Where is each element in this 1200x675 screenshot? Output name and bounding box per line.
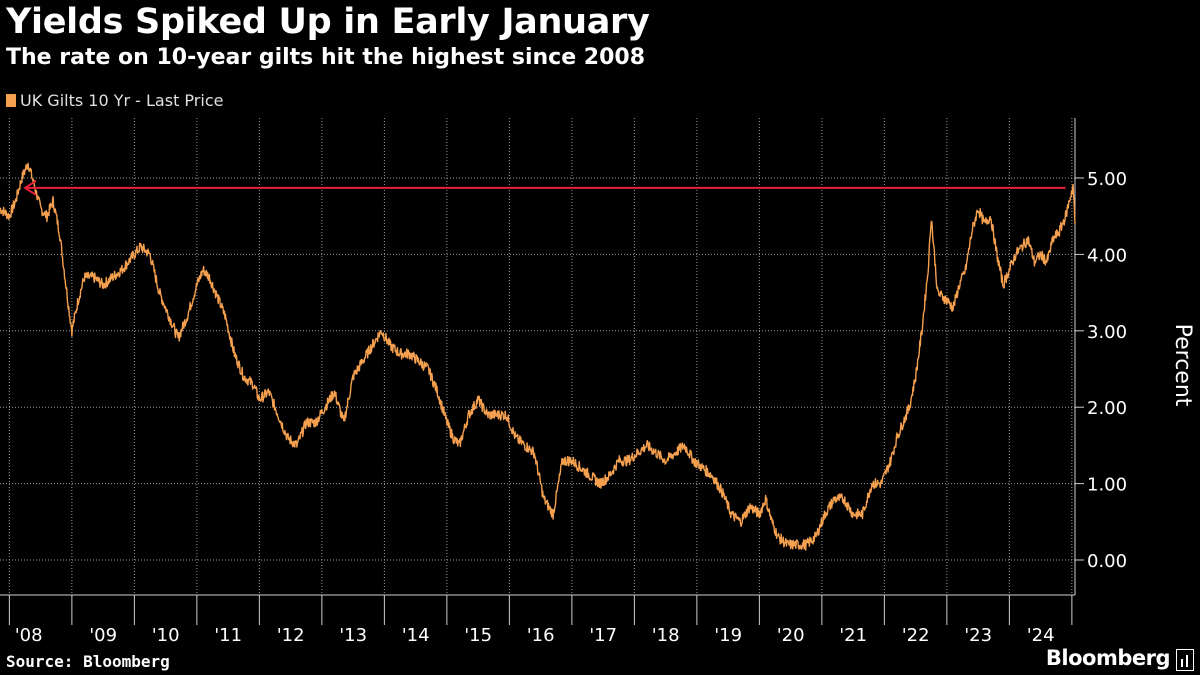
x-tick-label: '11 (214, 625, 242, 646)
legend-swatch (6, 94, 16, 107)
x-tick-label: '09 (89, 625, 117, 646)
y-tick-label: 4.00 (1087, 245, 1127, 266)
y-tick-label: 1.00 (1087, 475, 1127, 496)
series-layer (0, 162, 1076, 551)
x-tick-label: '22 (902, 625, 930, 646)
y-tick-label: 2.00 (1087, 398, 1127, 419)
x-tick-label: '18 (652, 625, 680, 646)
chart-icon (1176, 649, 1194, 671)
source-note: Source: Bloomberg (6, 652, 170, 671)
y-tick-label: 3.00 (1087, 322, 1127, 343)
x-tick-label: '15 (464, 625, 492, 646)
y-tick-label: 0.00 (1087, 551, 1127, 572)
gridlines (0, 118, 1075, 595)
series-line-uk-gilts-10y (0, 162, 1076, 551)
x-tick-label: '12 (277, 625, 305, 646)
x-tick-label: '14 (402, 625, 430, 646)
x-tick-label: '23 (964, 625, 992, 646)
annotation-arrow-head (23, 180, 37, 196)
brand-logo: Bloomberg (1045, 646, 1171, 670)
x-tick-label: '13 (339, 625, 367, 646)
x-tick-label: '24 (1027, 625, 1055, 646)
annotation-layer (23, 180, 1066, 196)
y-axis: 0.00 1.00 2.00 3.00 4.00 5.00 (1074, 118, 1127, 595)
x-tick-label: '10 (152, 625, 180, 646)
x-axis: '08 '09 '10 '11 '12 '13 '14 '15 '16 '17 '18 '19 '20 '… (0, 594, 1075, 646)
chart-title: Yields Spiked Up in Early January (6, 2, 650, 42)
legend-label: UK Gilts 10 Yr - Last Price (20, 91, 224, 110)
chart-subtitle: The rate on 10-year gilts hit the highes… (6, 45, 646, 70)
x-tick-label: '20 (777, 625, 805, 646)
x-tick-label: '17 (589, 625, 617, 646)
x-tick-label: '08 (15, 625, 43, 646)
y-tick-label: 5.00 (1087, 169, 1127, 190)
x-tick-label: '19 (714, 625, 742, 646)
x-tick-label: '21 (839, 625, 867, 646)
y-axis-label: Percent (1170, 324, 1195, 407)
chart-legend: UK Gilts 10 Yr - Last Price (6, 91, 223, 110)
x-tick-label: '16 (527, 625, 555, 646)
